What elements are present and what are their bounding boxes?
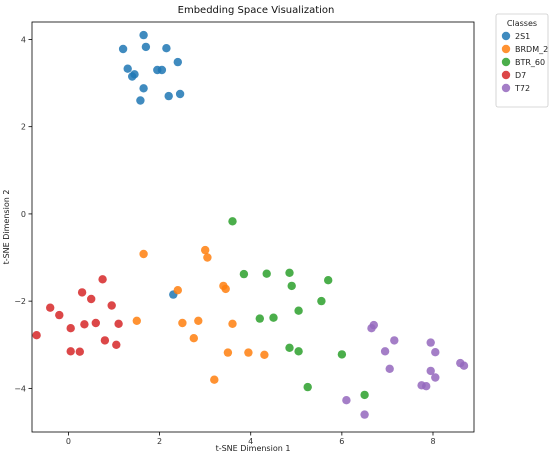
legend: Classes 2S1 BRDM_2 BTR_60 D7 T72 xyxy=(495,13,549,108)
point-brdm-2-9 xyxy=(228,319,237,328)
legend-marker-t72 xyxy=(501,83,511,93)
legend-marker-btr-60 xyxy=(501,57,511,67)
point-2s1-8 xyxy=(157,65,167,75)
point-btr-60-8 xyxy=(255,314,264,323)
point-t72-6 xyxy=(385,364,394,373)
point-d7-2 xyxy=(46,303,55,312)
legend-label-2s1: 2S1 xyxy=(515,32,530,41)
point-t72-5 xyxy=(380,347,390,356)
point-btr-60-14 xyxy=(360,390,369,400)
plot-area xyxy=(32,30,469,419)
y-axis-ticks: −4 −2 0 2 4 xyxy=(14,35,32,393)
point-2s1-6 xyxy=(128,72,137,81)
y-axis-title: t-SNE Dimension 2 xyxy=(2,190,11,265)
point-t72-1 xyxy=(367,324,376,333)
point-2s1-0 xyxy=(139,30,148,40)
point-d7-12 xyxy=(112,340,121,349)
point-btr-60-12 xyxy=(337,350,347,359)
point-d7-6 xyxy=(66,324,75,333)
point-brdm-2-6 xyxy=(132,316,141,325)
point-btr-60-11 xyxy=(294,347,303,356)
point-d7-9 xyxy=(114,319,123,328)
point-t72-14 xyxy=(360,410,369,419)
x-tick-label: 0 xyxy=(66,437,71,446)
legend-label-brdm-2: BRDM_2 xyxy=(515,45,548,54)
x-axis-title: t-SNE Dimension 1 xyxy=(216,444,291,453)
point-t72-4 xyxy=(431,348,440,357)
point-brdm-2-2 xyxy=(203,253,212,262)
point-2s1-9 xyxy=(173,57,182,67)
point-btr-60-3 xyxy=(285,268,294,277)
point-btr-60-6 xyxy=(317,296,326,306)
point-brdm-2-13 xyxy=(260,350,269,359)
point-brdm-2-11 xyxy=(223,348,233,357)
point-brdm-2-5 xyxy=(221,284,230,294)
point-brdm-2-8 xyxy=(194,316,203,325)
point-t72-8 xyxy=(431,373,440,382)
point-btr-60-2 xyxy=(262,269,271,278)
point-2s1-4 xyxy=(123,64,132,73)
point-2s1-10 xyxy=(139,84,148,93)
point-btr-60-7 xyxy=(294,306,303,315)
legend-title: Classes xyxy=(507,19,537,28)
axes-frame xyxy=(31,21,475,433)
point-d7-8 xyxy=(91,318,101,328)
point-btr-60-0 xyxy=(228,217,237,226)
y-tick-label: 4 xyxy=(21,35,26,44)
point-btr-60-13 xyxy=(303,382,312,392)
point-d7-7 xyxy=(80,320,89,329)
x-axis-ticks: 0 2 4 6 8 xyxy=(66,432,436,446)
point-brdm-2-3 xyxy=(173,286,182,295)
point-2s1-11 xyxy=(164,91,173,101)
x-tick-label: 4 xyxy=(248,437,253,446)
x-tick-label: 8 xyxy=(430,437,435,446)
legend-label-btr-60: BTR_60 xyxy=(515,58,545,67)
point-t72-13 xyxy=(342,396,351,405)
point-brdm-2-14 xyxy=(210,375,219,384)
point-t72-10 xyxy=(422,382,431,391)
point-2s1-13 xyxy=(136,96,145,105)
point-2s1-2 xyxy=(141,42,151,52)
point-btr-60-10 xyxy=(285,343,294,352)
point-d7-1 xyxy=(77,288,87,297)
point-btr-60-9 xyxy=(269,313,278,322)
point-brdm-2-0 xyxy=(139,249,148,259)
point-t72-7 xyxy=(426,366,435,376)
point-brdm-2-1 xyxy=(201,245,210,255)
point-btr-60-5 xyxy=(287,281,296,291)
y-tick-label: 0 xyxy=(21,210,26,219)
x-tick-label: 2 xyxy=(157,437,162,446)
point-2s1-1 xyxy=(118,44,128,54)
y-tick-label: −2 xyxy=(14,297,26,306)
y-tick-label: 2 xyxy=(21,123,26,132)
point-t72-3 xyxy=(426,338,435,347)
point-2s1-3 xyxy=(162,44,171,53)
x-tick-label: 6 xyxy=(339,437,344,446)
point-d7-11 xyxy=(100,336,110,345)
point-brdm-2-7 xyxy=(178,318,187,328)
point-brdm-2-12 xyxy=(244,348,253,357)
point-d7-0 xyxy=(98,275,107,284)
point-d7-4 xyxy=(55,310,64,320)
legend-marker-d7 xyxy=(501,70,511,80)
legend-marker-2s1 xyxy=(501,31,511,41)
point-d7-3 xyxy=(87,294,96,304)
legend-marker-brdm-2 xyxy=(501,44,511,54)
point-d7-5 xyxy=(107,301,116,310)
point-d7-14 xyxy=(75,347,85,356)
point-d7-13 xyxy=(66,347,75,356)
y-tick-label: −4 xyxy=(14,384,26,393)
point-brdm-2-10 xyxy=(189,334,198,343)
legend-label-d7: D7 xyxy=(515,71,526,80)
point-btr-60-1 xyxy=(239,269,249,279)
point-t72-12 xyxy=(459,361,469,370)
chart-title: Embedding Space Visualization xyxy=(178,5,335,16)
point-2s1-12 xyxy=(175,89,185,99)
point-d7-10 xyxy=(32,331,41,340)
legend-label-t72: T72 xyxy=(514,84,530,93)
point-t72-2 xyxy=(390,336,399,345)
point-btr-60-4 xyxy=(324,276,333,285)
